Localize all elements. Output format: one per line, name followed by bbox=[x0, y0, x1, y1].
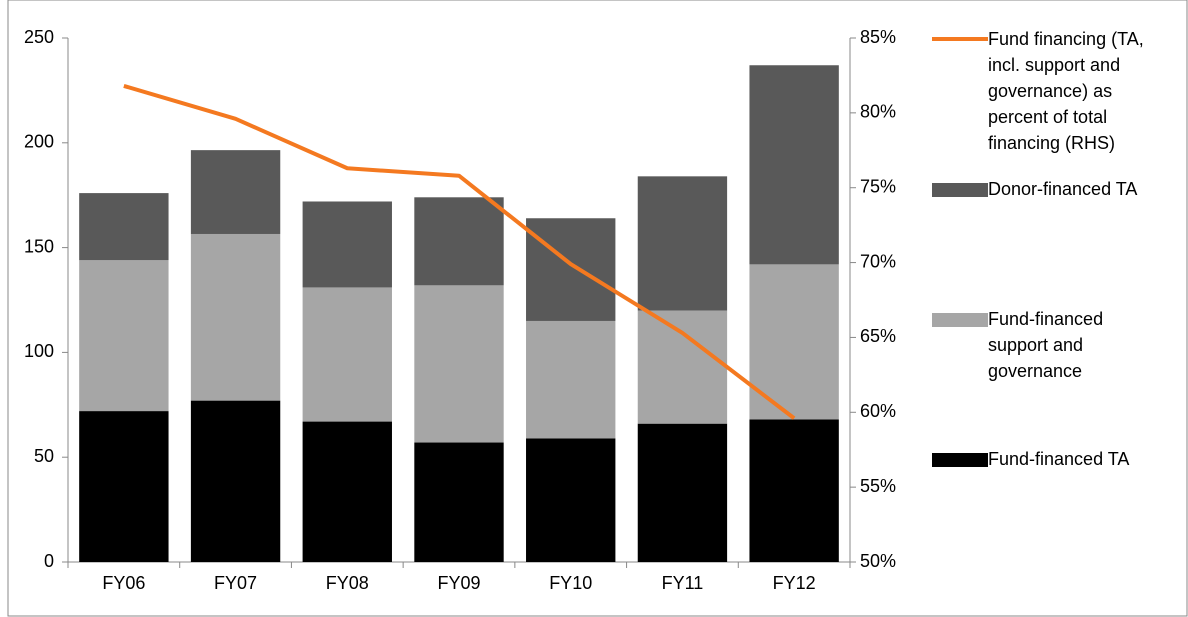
y2-tick-label: 65% bbox=[860, 326, 896, 346]
y-tick-label: 200 bbox=[24, 132, 54, 152]
chart-border bbox=[7, 0, 1188, 617]
legend-item: Fund-financed support and governance bbox=[932, 306, 1158, 384]
legend-swatch bbox=[932, 183, 988, 197]
bar bbox=[190, 400, 281, 562]
y-tick-label: 50 bbox=[34, 446, 54, 466]
y2-tick-label: 50% bbox=[860, 551, 896, 571]
bar bbox=[190, 233, 281, 401]
legend-label: Fund-financed support and governance bbox=[988, 309, 1104, 381]
bar bbox=[637, 310, 728, 424]
bar bbox=[526, 218, 616, 321]
x-tick-label: FY12 bbox=[773, 573, 816, 593]
legend-item: Fund financing (TA, incl. support and go… bbox=[932, 26, 1158, 156]
legend-swatch bbox=[932, 313, 988, 327]
y2-tick-label: 60% bbox=[860, 401, 896, 421]
bar bbox=[414, 197, 504, 286]
bar bbox=[190, 150, 281, 234]
line bbox=[123, 83, 796, 420]
bar bbox=[302, 201, 392, 288]
legend-label: Fund-financed TA bbox=[988, 449, 1130, 469]
bar bbox=[749, 419, 839, 562]
legend-swatch bbox=[932, 37, 988, 41]
legend-swatch bbox=[932, 453, 988, 467]
bar bbox=[526, 320, 616, 439]
legend-item: Donor-financed TA bbox=[932, 176, 1158, 202]
legend-item: Fund-financed TA bbox=[932, 446, 1158, 472]
y-tick-label: 150 bbox=[24, 236, 54, 256]
bar bbox=[79, 260, 169, 412]
y-tick-label: 100 bbox=[24, 341, 54, 361]
bar bbox=[637, 423, 728, 562]
x-tick-label: FY08 bbox=[326, 573, 369, 593]
legend-label: Fund financing (TA, incl. support and go… bbox=[988, 29, 1144, 153]
y2-tick-label: 85% bbox=[860, 27, 896, 47]
bar bbox=[526, 438, 616, 562]
bar bbox=[79, 193, 169, 261]
y-tick-label: 250 bbox=[24, 27, 54, 47]
x-tick-label: FY10 bbox=[549, 573, 592, 593]
legend-label: Donor-financed TA bbox=[988, 179, 1138, 199]
x-tick-label: FY07 bbox=[214, 573, 257, 593]
bar bbox=[637, 176, 728, 311]
bar bbox=[302, 421, 392, 562]
y2-tick-label: 75% bbox=[860, 176, 896, 196]
x-tick-label: FY11 bbox=[662, 573, 704, 593]
bar bbox=[414, 285, 504, 443]
bar bbox=[414, 442, 504, 562]
y2-tick-label: 55% bbox=[860, 476, 896, 496]
x-tick-label: FY06 bbox=[102, 573, 145, 593]
bar bbox=[749, 65, 839, 265]
x-tick-label: FY09 bbox=[437, 573, 480, 593]
y2-tick-label: 70% bbox=[860, 251, 896, 271]
bar bbox=[302, 287, 392, 422]
bar bbox=[79, 411, 169, 562]
y-tick-label: 0 bbox=[44, 551, 54, 571]
y2-tick-label: 80% bbox=[860, 102, 896, 122]
